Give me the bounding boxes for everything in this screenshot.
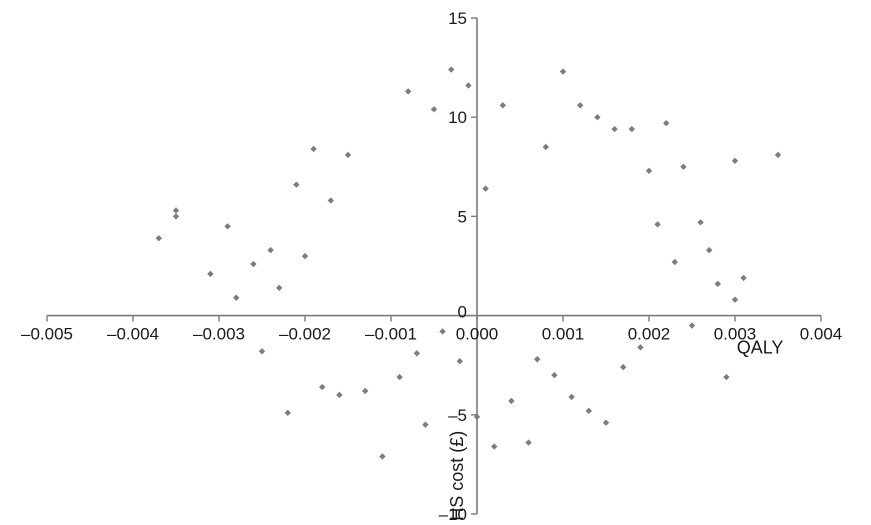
scatter-point [731,296,739,303]
scatter-point [233,294,240,301]
scatter-point [637,344,644,351]
scatter-point [542,143,549,151]
scatter-point [525,439,532,446]
x-tick-label: 0.001 [542,325,585,344]
scatter-point [671,258,678,266]
scatter-point [577,102,584,109]
scatter-point [680,163,687,170]
scatter-point [508,397,515,405]
scatter-point [405,88,412,95]
scatter-point [663,119,670,127]
scatter-point [327,197,334,204]
scatter-point [456,358,463,365]
scatter-point [611,125,618,133]
x-tick-label: 0.002 [628,325,671,344]
scatter-point [482,185,489,192]
y-axis-label: NHS cost (£) [447,431,467,520]
scatter-point [276,284,283,292]
y-tick-label: 0 [458,303,467,322]
scatter-point [654,221,661,228]
scatter-point [774,151,782,159]
y-tick-label: 15 [448,9,467,28]
scatter-point [594,114,601,121]
scatter-point [155,235,162,242]
scatter-point [172,207,180,214]
scatter-point [499,102,506,109]
axes-layer [47,18,821,514]
y-tick-label: 5 [458,207,467,226]
scatter-point [740,274,747,282]
y-tick-label: 10 [448,108,467,127]
scatter-point [723,373,730,381]
y-tick-label: –10 [439,505,467,520]
scatter-point [396,373,403,381]
scatter-point [439,328,446,335]
scatter-point [585,407,592,415]
scatter-point [284,409,291,417]
scatter-point [301,252,309,260]
scatter-point [310,145,317,153]
scatter-point [568,393,575,401]
scatter-point [731,157,739,165]
scatter-point [207,270,214,278]
scatter-point [534,356,541,363]
scatter-point [224,223,231,230]
scatter-point [559,68,567,75]
scatter-point [688,322,696,329]
scatter-point [293,181,300,188]
scatter-point [172,213,180,220]
scatter-point [706,246,713,254]
scatter-point [319,383,326,391]
scatter-point [344,151,352,159]
x-tick-label: –0.005 [21,325,73,344]
x-tick-label: –0.004 [107,325,159,344]
scatter-point [250,260,257,268]
scatter-point [620,363,627,371]
scatter-point [645,167,653,174]
scatter-point [602,419,610,426]
x-tick-label: 0.000 [456,325,499,344]
x-tick-label: –0.003 [193,325,245,344]
scatter-point [267,246,274,254]
points-layer [155,66,782,460]
scatter-point [714,280,721,288]
x-tick-label: –0.001 [365,325,417,344]
scatter-point [362,387,369,395]
x-tick-label: –0.002 [279,325,331,344]
scatter-point [258,348,266,355]
scatter-point [413,350,420,357]
x-tick-label: 0.004 [800,325,843,344]
scatter-point [448,66,455,73]
y-tick-label: –5 [448,406,467,425]
ticks-layer: –0.005 –0.004 –0.003 –0.002 –0.001 0.000 0.001… [21,9,843,524]
scatter-point [465,82,472,89]
scatter-point [551,371,558,379]
scatter-point [697,219,704,226]
scatter-point [336,391,343,399]
scatter-point [628,125,635,133]
scatter-point [422,421,429,428]
x-axis-label: QALY [737,337,784,357]
x-tick-label: 0.003 [714,325,757,344]
scatter-point [430,106,438,113]
scatter-point [379,453,386,460]
scatter-point [491,443,498,450]
